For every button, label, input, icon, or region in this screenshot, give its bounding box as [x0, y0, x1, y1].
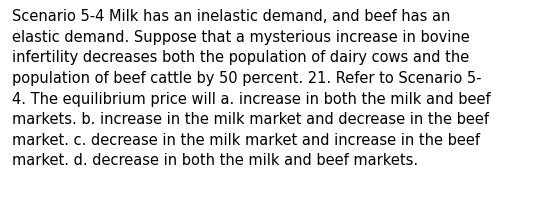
Text: Scenario 5-4 Milk has an inelastic demand, and beef has an
elastic demand. Suppo: Scenario 5-4 Milk has an inelastic deman… — [12, 9, 490, 168]
